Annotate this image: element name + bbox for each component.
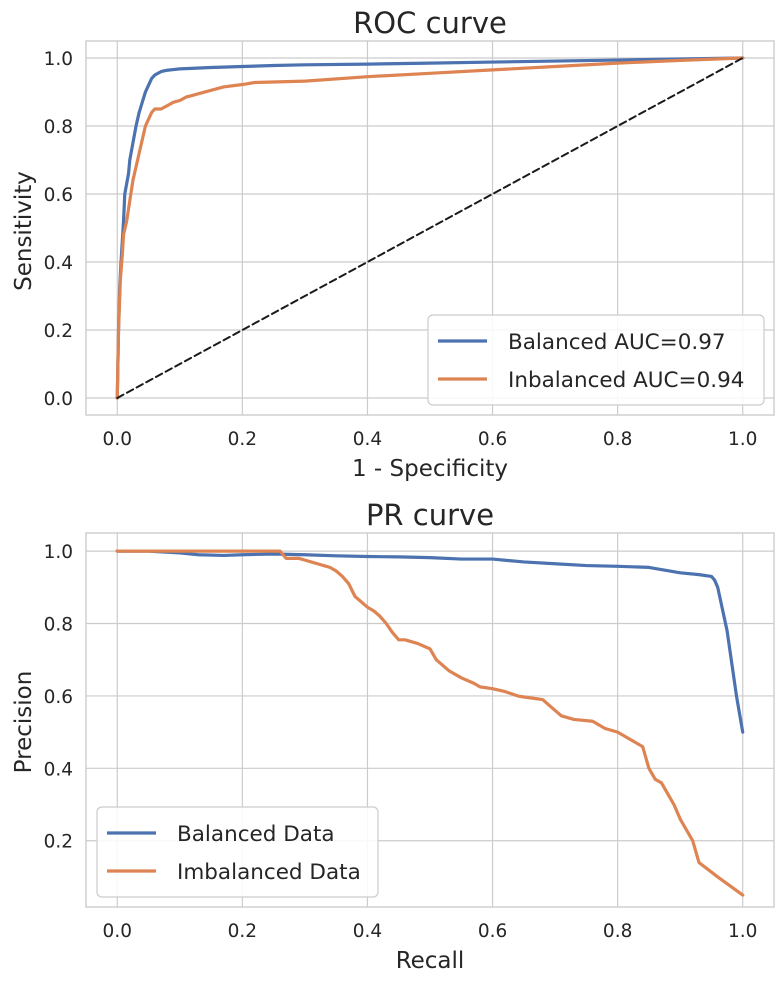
pr-x-tick-label: 0.8 <box>603 921 632 942</box>
pr-series-line-0 <box>115 549 745 734</box>
pr-y-tick-label: 0.2 <box>44 832 73 853</box>
roc-y-axis-label: Sensitivity <box>11 171 37 291</box>
pr-chart-title: PR curve <box>366 498 494 532</box>
roc-y-tick-label: 0.4 <box>44 253 73 274</box>
pr-legend-label: Balanced Data <box>177 822 335 847</box>
pr-x-tick-label: 1.0 <box>728 921 757 942</box>
roc-x-tick-label: 0.4 <box>353 429 382 450</box>
roc-legend-box <box>427 314 765 406</box>
pr-y-tick-label: 0.6 <box>44 687 73 708</box>
roc-chance-diagonal-line <box>116 57 744 399</box>
roc-x-tick-label: 0.0 <box>103 429 132 450</box>
roc-y-tick-label: 0.8 <box>44 117 73 138</box>
roc-series-line-1 <box>115 56 745 400</box>
pr-chart-panel: PR curve 0.0 0.2 0.4 0.6 0.8 1.0 0.2 0.4 0.6 0.8… <box>11 498 775 974</box>
pr-series-group <box>115 549 745 897</box>
roc-x-tick-labels: 0.0 0.2 0.4 0.6 0.8 1.0 <box>103 429 758 450</box>
pr-x-tick-label: 0.4 <box>353 921 382 942</box>
roc-legend: Balanced AUC=0.97 Inbalanced AUC=0.94 <box>427 314 765 406</box>
roc-chart-title: ROC curve <box>353 6 507 40</box>
roc-x-tick-label: 0.8 <box>603 429 632 450</box>
roc-x-axis-label: 1 - Specificity <box>352 456 508 482</box>
roc-x-tick-label: 1.0 <box>728 429 757 450</box>
roc-series-group <box>115 56 745 400</box>
pr-plot-frame <box>85 532 775 908</box>
roc-y-tick-label: 0.6 <box>44 185 73 206</box>
roc-plot-frame <box>85 40 775 416</box>
pr-x-tick-label: 0.2 <box>228 921 257 942</box>
pr-legend-label: Imbalanced Data <box>177 860 361 885</box>
roc-y-tick-label: 0.0 <box>44 389 73 410</box>
roc-legend-label: Balanced AUC=0.97 <box>508 330 726 355</box>
roc-x-tick-label: 0.6 <box>478 429 507 450</box>
roc-x-tick-label: 0.2 <box>228 429 257 450</box>
pr-x-tick-label: 0.6 <box>478 921 507 942</box>
pr-y-tick-label: 0.8 <box>44 615 73 636</box>
roc-gridlines <box>86 41 774 415</box>
roc-chart-panel: ROC curve 0.0 0.2 0.4 0.6 0.8 1.0 0.00.20.40.… <box>11 6 775 482</box>
roc-legend-label: Inbalanced AUC=0.94 <box>508 368 744 393</box>
pr-y-axis-label: Precision <box>11 671 37 774</box>
pr-series-line-1 <box>115 549 745 897</box>
roc-y-tick-label: 0.2 <box>44 321 73 342</box>
roc-y-tick-labels: 0.0 0.2 0.4 0.6 0.8 1.0 <box>44 49 73 410</box>
pr-x-tick-labels: 0.0 0.2 0.4 0.6 0.8 1.0 <box>103 921 758 942</box>
pr-y-tick-labels: 0.2 0.4 0.6 0.8 1.0 <box>44 542 73 853</box>
pr-y-tick-label: 0.4 <box>44 759 73 780</box>
pr-legend: Balanced Data Imbalanced Data <box>96 806 379 898</box>
roc-y-tick-label: 1.0 <box>44 49 73 70</box>
pr-x-tick-label: 0.0 <box>103 921 132 942</box>
pr-legend-box <box>96 806 379 898</box>
pr-x-axis-label: Recall <box>396 948 465 974</box>
roc-series-line-0 <box>115 56 745 400</box>
pr-y-tick-label: 1.0 <box>44 542 73 563</box>
